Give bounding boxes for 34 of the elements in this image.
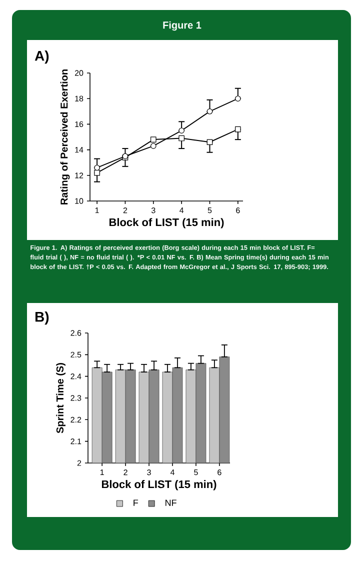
chart-title: A) (34, 50, 49, 64)
x-tick-label: 3 (147, 470, 151, 476)
x-tick-label: 4 (170, 470, 174, 476)
caption: Figure 1 (163, 21, 202, 31)
x-tick-label: 2 (123, 208, 128, 214)
legend-label: F (134, 500, 138, 506)
y-tick-label: 18 (75, 96, 84, 102)
y-tick-label: 16 (75, 121, 84, 128)
y-tick-label: 14 (75, 147, 84, 153)
y-tick-label: 12 (75, 172, 84, 178)
chart-title: B) (35, 312, 49, 325)
y-axis-title: Rating of Perceived Exertion (60, 70, 70, 204)
x-tick-label: 1 (100, 470, 104, 476)
y-axis-title: Sprint Time (S) (56, 363, 66, 434)
x-tick-label: 5 (194, 470, 198, 476)
x-tick-label: 6 (236, 208, 240, 214)
legend-label: NF (166, 500, 176, 506)
y-tick-label: 2.2 (70, 416, 82, 422)
x-tick-label: 1 (95, 208, 99, 214)
x-axis-title: Block of LIST (15 min) (109, 218, 224, 228)
y-tick-label: 2.3 (70, 395, 82, 401)
y-tick-label: 20 (74, 70, 84, 76)
y-tick-label: 2.4 (70, 374, 82, 380)
x-tick-label: 6 (218, 470, 222, 476)
x-tick-label: 2 (124, 470, 128, 476)
x-tick-label: 4 (180, 208, 184, 214)
x-axis-title: Block of LIST (15 min) (102, 480, 216, 490)
y-tick-label: 2.6 (70, 330, 82, 336)
x-tick-label: 5 (208, 208, 212, 214)
y-tick-label: 10 (75, 198, 84, 204)
y-tick-label: 2 (77, 460, 82, 466)
y-tick-label: 2.1 (70, 438, 82, 444)
y-tick-label: 2.5 (70, 352, 82, 358)
x-tick-label: 3 (151, 208, 156, 214)
